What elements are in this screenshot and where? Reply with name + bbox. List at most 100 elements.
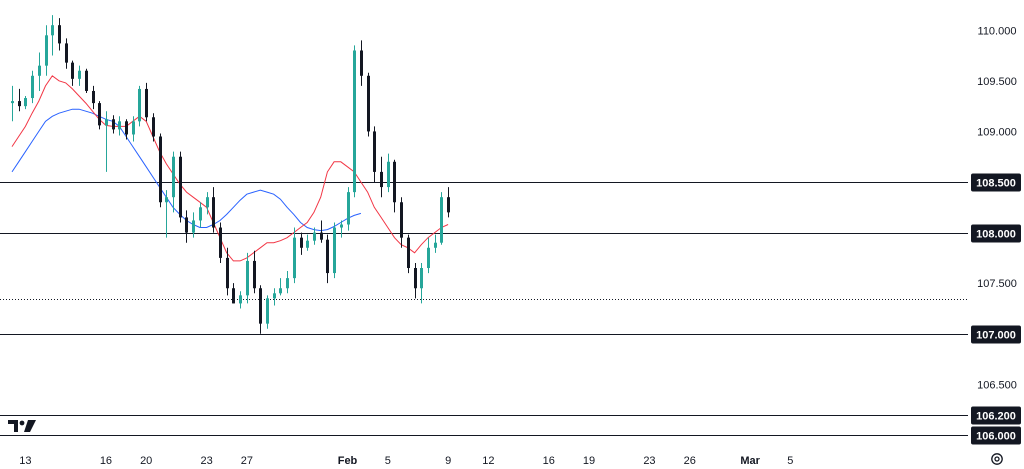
candle-body-3 <box>31 75 34 99</box>
candle-body-1 <box>18 101 21 107</box>
candle-body-65 <box>447 197 450 213</box>
candle-body-51 <box>353 50 356 193</box>
level-label-box-4 <box>971 426 1021 445</box>
candle-body-35 <box>246 260 249 296</box>
candle-body-40 <box>279 288 282 294</box>
x-tick-label-1: 16 <box>100 455 112 467</box>
candle-body-15 <box>112 119 115 130</box>
candle-body-52 <box>360 50 363 76</box>
candle-body-13 <box>98 103 101 126</box>
candle-body-58 <box>400 202 403 238</box>
candle-body-9 <box>71 62 74 79</box>
horizontal-levels <box>0 182 968 436</box>
candle-body-14 <box>105 119 108 126</box>
level-label-box-0 <box>971 173 1021 192</box>
y-tick-label-1: 109.500 <box>977 76 1017 88</box>
candle-body-6 <box>51 25 54 36</box>
x-tick-label-0: 13 <box>19 455 31 467</box>
candle-body-39 <box>273 293 276 299</box>
x-axis: 13 16 20 23 27 Feb 5 9 12 16 19 23 26 Mar 5 <box>19 455 793 467</box>
settings-gear-icon[interactable] <box>990 452 1004 466</box>
candle-body-5 <box>45 35 48 66</box>
candle-body-33 <box>232 288 235 304</box>
x-tick-label-12: 26 <box>684 455 696 467</box>
candle-body-7 <box>58 25 61 44</box>
candle-body-61 <box>420 268 423 289</box>
y-axis: 108.500 108.000 107.000 106.200 106.000 110.0… <box>971 25 1021 445</box>
candle-body-54 <box>373 131 376 172</box>
candle-body-25 <box>179 156 182 218</box>
candle-body-19 <box>138 88 141 122</box>
x-tick-label-8: 12 <box>482 455 494 467</box>
candle-body-62 <box>427 247 430 269</box>
ma-fast-line <box>11 75 449 262</box>
x-tick-label-2: 20 <box>140 455 152 467</box>
x-tick-label-4: 27 <box>241 455 253 467</box>
candle-body-47 <box>326 239 329 274</box>
candle-body-34 <box>239 295 242 304</box>
tradingview-logo-icon <box>8 420 36 432</box>
candle-body-16 <box>118 121 121 130</box>
x-tick-label-7: 9 <box>445 455 451 467</box>
candle-body-26 <box>185 217 188 233</box>
candle-body-24 <box>172 156 175 198</box>
candle-body-30 <box>212 197 215 228</box>
candle-body-31 <box>219 227 222 258</box>
candle-body-44 <box>306 240 309 248</box>
candle-body-64 <box>440 197 443 243</box>
candle-body-42 <box>293 237 296 279</box>
candle-body-49 <box>340 224 343 228</box>
candle-body-18 <box>132 121 135 135</box>
x-tick-label-10: 19 <box>583 455 595 467</box>
level-label-3: 106.200 <box>976 411 1016 423</box>
candle-body-4 <box>38 65 41 76</box>
x-tick-label-6: 5 <box>385 455 391 467</box>
y-tick-label-2: 109.000 <box>977 126 1017 138</box>
x-tick-label-5: Feb <box>338 455 358 467</box>
candle-body-36 <box>253 260 256 289</box>
candle-body-32 <box>226 257 229 289</box>
candle-body-21 <box>152 117 155 137</box>
x-tick-label-13: Mar <box>740 455 760 467</box>
level-label-1: 108.000 <box>976 229 1016 241</box>
candle-body-17 <box>125 121 128 135</box>
candle-body-55 <box>380 171 383 188</box>
candle-body-29 <box>206 197 209 208</box>
candle-body-10 <box>78 70 81 79</box>
y-tick-label-3: 107.500 <box>977 278 1017 290</box>
candle-body-2 <box>24 98 27 107</box>
candle-body-59 <box>407 237 410 269</box>
candle-body-43 <box>300 237 303 248</box>
candle-body-27 <box>192 220 195 233</box>
x-tick-label-11: 23 <box>643 455 655 467</box>
candle-body-28 <box>199 207 202 221</box>
candle-body-60 <box>414 268 417 289</box>
y-tick-label-0: 110.000 <box>978 25 1017 37</box>
x-tick-label-3: 23 <box>200 455 212 467</box>
candle-body-0 <box>11 101 14 104</box>
x-tick-label-9: 16 <box>543 455 555 467</box>
candle-body-46 <box>320 232 323 240</box>
candle-body-37 <box>259 288 262 324</box>
candle-body-48 <box>333 227 336 274</box>
candle-body-57 <box>393 161 396 203</box>
level-label-0: 108.500 <box>976 178 1016 190</box>
candle-body-38 <box>266 298 269 324</box>
level-label-box-2 <box>971 325 1021 344</box>
level-label-4: 106.000 <box>976 431 1016 443</box>
candle-body-12 <box>92 90 95 104</box>
candles <box>11 15 450 334</box>
candle-body-63 <box>434 242 437 248</box>
level-label-box-1 <box>971 224 1021 243</box>
candle-body-11 <box>85 70 88 91</box>
candle-body-41 <box>286 278 289 289</box>
x-tick-label-14: 5 <box>787 455 793 467</box>
candle-body-56 <box>387 161 390 188</box>
candle-body-23 <box>165 197 168 203</box>
level-label-2: 107.000 <box>976 330 1016 342</box>
candle-body-50 <box>347 192 350 225</box>
y-tick-label-4: 106.500 <box>977 379 1017 391</box>
candle-body-53 <box>367 75 370 132</box>
candle-body-20 <box>145 88 148 118</box>
